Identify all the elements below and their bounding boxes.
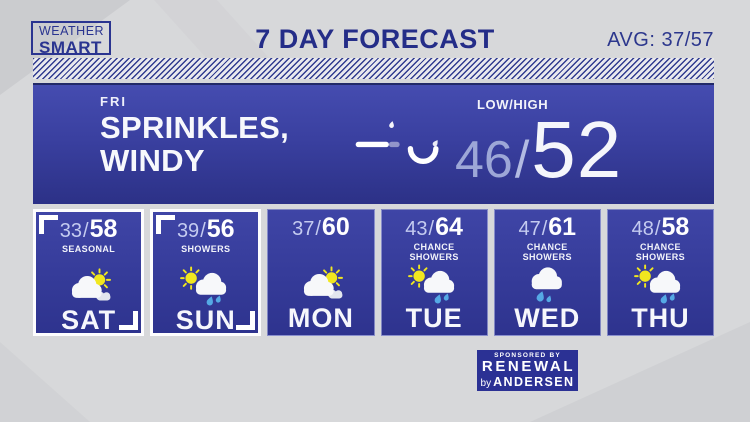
sun-showers-icon (179, 266, 226, 306)
partly-cloudy-icon (71, 268, 111, 301)
card-slash: / (654, 218, 661, 240)
hatched-divider (33, 58, 714, 79)
card-temps: 39 / 56 (177, 217, 235, 242)
card-low: 39 (176, 220, 200, 242)
card-low: 33 (59, 220, 83, 242)
forecast-card: 39 / 56 SHOWERS (150, 209, 262, 336)
card-icon-wrap (384, 263, 485, 305)
wind-sprinkles-icon (355, 121, 439, 165)
forecast-card: 47 / 61 CHANCE SHOWERS (493, 209, 601, 336)
card-high: 61 (548, 213, 577, 241)
card-high: 58 (661, 213, 690, 241)
card-icon-wrap (38, 265, 139, 307)
average-temps-label: AVG: 37/57 (607, 29, 714, 51)
sponsor-label: SPONSORED BY (494, 351, 561, 359)
card-condition: SEASONAL (61, 244, 116, 254)
today-panel: FRI SPRINKLES, WINDY LOW/HIGH 46 / 52 (33, 83, 714, 204)
card-condition: CHANCE SHOWERS (635, 242, 686, 263)
forecast-card: 48 / 58 CHANCE SHOWERS (606, 209, 715, 336)
forecast-card: 37 / 60 (267, 209, 375, 336)
sponsor-name-line2: by ANDERSEN (481, 376, 575, 389)
today-day-label: FRI (100, 94, 127, 109)
sponsor-name-line1: RENEWAL (481, 357, 576, 375)
sponsor-by: by (480, 378, 492, 390)
card-high: 60 (321, 213, 350, 241)
card-icon-wrap (270, 263, 371, 305)
card-temps: 47 / 61 (518, 215, 576, 240)
sponsor-name2: ANDERSEN (493, 375, 575, 390)
card-temps: 43 / 64 (405, 215, 463, 240)
sun-showers-icon (408, 264, 455, 304)
today-condition-line1: SPRINKLES, (100, 110, 290, 145)
card-day: SAT (61, 305, 117, 335)
card-day: TUE (405, 303, 463, 333)
card-slash: / (83, 220, 89, 242)
card-slash: / (541, 218, 548, 240)
logo-line2: SMART (39, 37, 102, 57)
card-low: 43 (405, 218, 428, 240)
card-temps: 48 / 58 (632, 215, 690, 240)
card-condition: CHANCE SHOWERS (522, 242, 572, 263)
card-low: 47 (518, 218, 541, 240)
today-summary: FRI SPRINKLES, WINDY (100, 94, 289, 177)
rain-icon (531, 267, 563, 303)
card-slash: / (428, 218, 435, 240)
lowhigh-label: LOW/HIGH (477, 97, 549, 112)
logo-line1: WEATHER (39, 24, 105, 38)
card-temps: 33 / 58 (60, 217, 118, 242)
card-slash: / (315, 218, 321, 240)
card-low: 37 (292, 218, 315, 240)
forecast-card: 43 / 64 CHANCE SHOWERS (380, 209, 488, 336)
card-condition: SHOWERS (181, 244, 231, 254)
today-condition: SPRINKLES, WINDY (100, 110, 290, 178)
partly-cloudy-icon (303, 266, 343, 299)
page-title: 7 DAY FORECAST (255, 24, 495, 54)
today-high: 52 (531, 105, 623, 194)
card-day: MON (287, 303, 354, 333)
today-temps: LOW/HIGH 46 / 52 (455, 97, 622, 196)
today-slash: / (514, 131, 530, 189)
card-high: 64 (435, 213, 463, 241)
weather-smart-logo: WEATHER SMART (31, 21, 111, 57)
card-day: THU (631, 303, 690, 333)
card-low: 48 (631, 218, 654, 240)
background-triangle-bottom-left (0, 342, 90, 422)
sun-showers-icon (634, 264, 681, 304)
card-high: 56 (206, 215, 235, 243)
card-temps: 37 / 60 (292, 215, 350, 240)
card-high: 58 (89, 215, 118, 243)
forecast-row: 33 / 58 SEASONAL (33, 209, 715, 336)
today-lowhigh-values: 46 / 52 (455, 104, 622, 196)
forecast-card: 33 / 58 SEASONAL (33, 209, 145, 336)
card-icon-wrap (497, 263, 598, 305)
card-slash: / (200, 220, 206, 242)
card-icon-wrap (610, 263, 711, 305)
card-day: SUN (175, 305, 236, 335)
today-low: 46 (455, 131, 513, 189)
card-condition (284, 242, 358, 263)
card-icon-wrap (155, 265, 256, 307)
sponsor-box: SPONSORED BY RENEWAL by ANDERSEN (477, 350, 578, 391)
today-condition-line2: WINDY (100, 142, 205, 178)
card-condition: CHANCE SHOWERS (409, 242, 459, 263)
card-day: WED (514, 303, 581, 333)
